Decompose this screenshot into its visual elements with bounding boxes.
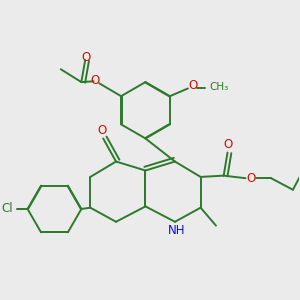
Text: CH₃: CH₃ (210, 82, 229, 92)
Text: O: O (247, 172, 256, 185)
Text: NH: NH (167, 224, 185, 237)
Text: Cl: Cl (1, 202, 13, 215)
Text: O: O (90, 74, 99, 87)
Text: O: O (188, 80, 198, 92)
Text: O: O (97, 124, 106, 137)
Text: O: O (223, 138, 232, 152)
Text: O: O (82, 51, 91, 64)
